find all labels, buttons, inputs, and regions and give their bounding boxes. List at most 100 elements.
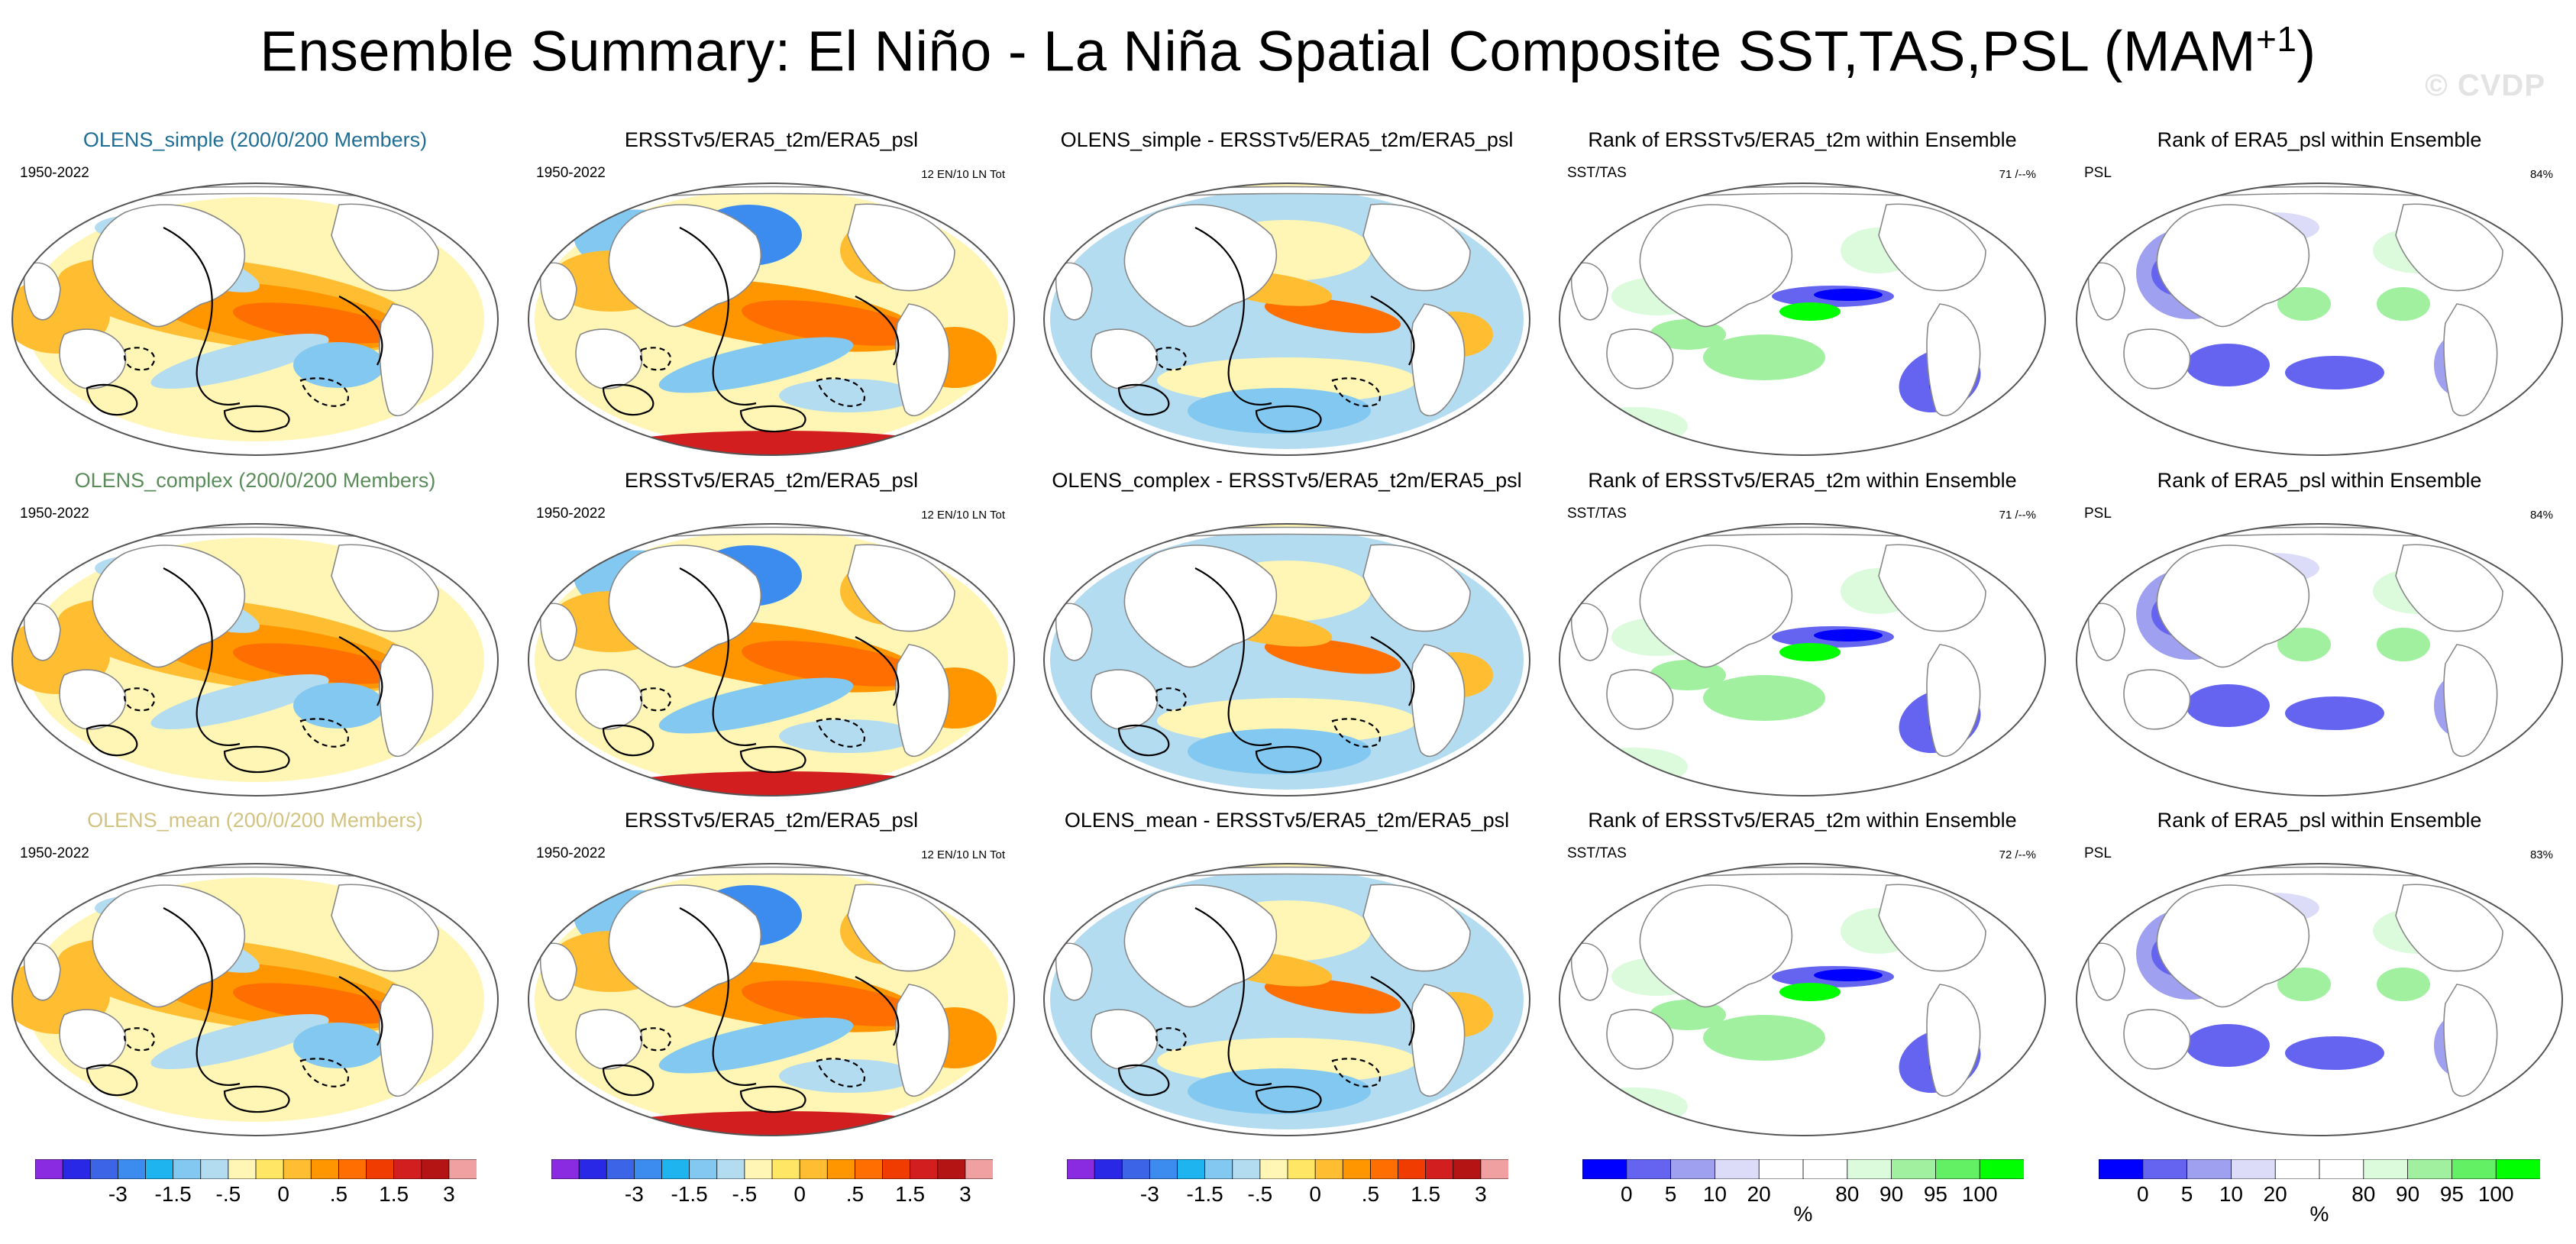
landmass-north-america [331,544,439,632]
rank-blob [1703,1015,1825,1061]
panel-difference-composite-row2: OLENS_complex - ERSSTv5/ERA5_t2m/ERA5_ps… [1042,469,1531,797]
colorbar-swatch [937,1159,966,1179]
colorbar-swatch [228,1159,257,1179]
panel-left-label: PSL [2084,165,2112,181]
psl-contour-positive [86,1064,138,1097]
psl-contour-positive [223,1085,290,1113]
panel-right-label: 12 EN/10 LN Tot [921,168,1005,181]
anomaly-blob [1157,698,1417,744]
map-frame [528,523,1015,796]
landmass-north-america [1878,884,1986,972]
landmass-australia [59,328,127,389]
colorbar-swatch [2142,1159,2188,1179]
colorbar-swatch [393,1159,422,1179]
colorbar-swatch [633,1159,663,1179]
anomaly-blob [658,677,854,734]
colorbar-swatch [145,1159,174,1179]
psl-contour-positive [679,907,757,1086]
panel-model-composite-row3: OLENS_mean (200/0/200 Members) 1950-2022 [11,809,499,1137]
anomaly-blob [233,983,399,1024]
rank-blob [1814,629,1883,641]
rank-blob [1581,748,1688,786]
psl-contour-positive [86,724,138,757]
landmass-asia [92,884,246,1008]
colorbar-tick-label: 3 [959,1182,971,1206]
colorbar-tick-label: 0 [1309,1182,1321,1206]
anomaly-blob [1264,977,1401,1014]
landmass-australia [59,1009,127,1070]
psl-contour-positive [602,383,655,416]
colorbar-swatch [771,1159,801,1179]
landmass-south-america [895,303,950,416]
landmass-australia [575,669,643,730]
landmass-australia [1606,1009,1674,1070]
panel-right-label: 83% [2529,848,2553,861]
colorbar-swatch [1177,1159,1206,1179]
colorbar-tick-label: 5 [2180,1182,2193,1206]
world-map [1559,183,2046,456]
colorbar-swatch [283,1159,312,1179]
psl-contour-negative [639,1027,672,1052]
psl-contour-positive [223,745,290,774]
map-frame [2076,863,2563,1136]
landmass-africa [1055,262,1093,321]
rank-blob [2377,287,2430,321]
rank-blob [2377,968,2430,1001]
colorbar-swatch [255,1159,285,1179]
landmass-africa [1570,262,1608,321]
landmass-north-america [1878,203,1986,292]
colorbar-strip [35,1159,477,1179]
cvdp-watermark: © CVDP [2425,69,2545,102]
panel-right-label: 72 /--% [1999,848,2036,861]
panel-right-label: 12 EN/10 LN Tot [921,509,1005,522]
colorbar-swatch [826,1159,856,1179]
panel-title: OLENS_complex (200/0/200 Members) [74,469,436,492]
panel-left-label: 1950-2022 [536,506,606,522]
landmass-asia [2156,544,2310,668]
rank-blob [1779,983,1841,1001]
colorbar-swatch [799,1159,829,1179]
rank-blob [1814,969,1883,981]
anomaly-blob [611,771,947,796]
landmass-north-america [331,884,439,972]
anomaly-blob [233,302,399,344]
landmass-africa [1055,942,1093,1001]
colorbar-swatch [448,1159,477,1179]
colorbar-tick-label: .5 [845,1182,865,1206]
colorbar-swatch [117,1159,147,1179]
rank-colorbar: 0 5 10 20 80 90 95 100% [2099,1159,2557,1226]
anomaly-blob [658,337,854,393]
colorbar-tick-label: -.5 [1247,1182,1273,1206]
map-frame [1043,523,1530,796]
colorbar-tick-label: 95 [1923,1182,1947,1206]
landmass-australia [1606,669,1674,730]
colorbar-swatch [1480,1159,1508,1179]
anomaly-blob [1157,1038,1417,1084]
colorbar-swatch [1121,1159,1151,1179]
panel-left-label: 1950-2022 [20,845,89,861]
panel-model-composite-row2: OLENS_complex (200/0/200 Members) 1950-20… [11,469,499,797]
anomaly-blob [1157,357,1417,403]
colorbar-tick-label: 20 [2263,1182,2287,1206]
landmass-asia [1639,884,1793,1008]
rank-blob [1581,1087,1688,1126]
anomaly-blob [1188,1068,1371,1114]
anomaly-blob [293,1023,385,1068]
panel-title: OLENS_mean (200/0/200 Members) [87,809,423,832]
psl-contour-positive [338,296,383,366]
colorbar-tick-label: 80 [1835,1182,1860,1206]
rank-blob [2285,356,2384,389]
psl-contour-positive [1194,227,1272,406]
colorbar-tick-label: 10 [2219,1182,2243,1206]
landmass-australia [1091,328,1159,389]
colorbar-swatch [689,1159,718,1179]
landmass-australia [2123,328,2191,389]
rank-blob [2186,684,2270,727]
panel-title: Rank of ERA5_psl within Ensemble [2157,128,2482,151]
colorbar-swatch [2451,1159,2497,1179]
anomaly-colorbar: -3 -1.5 -.5 0 .5 1.5 3 [35,1159,493,1220]
colorbar-swatch [89,1159,119,1179]
colorbar-tick-label: 1.5 [379,1182,409,1206]
landmass-australia [59,669,127,730]
colorbar-labels: -3 -1.5 -.5 0 .5 1.5 3 [1067,1182,1525,1213]
